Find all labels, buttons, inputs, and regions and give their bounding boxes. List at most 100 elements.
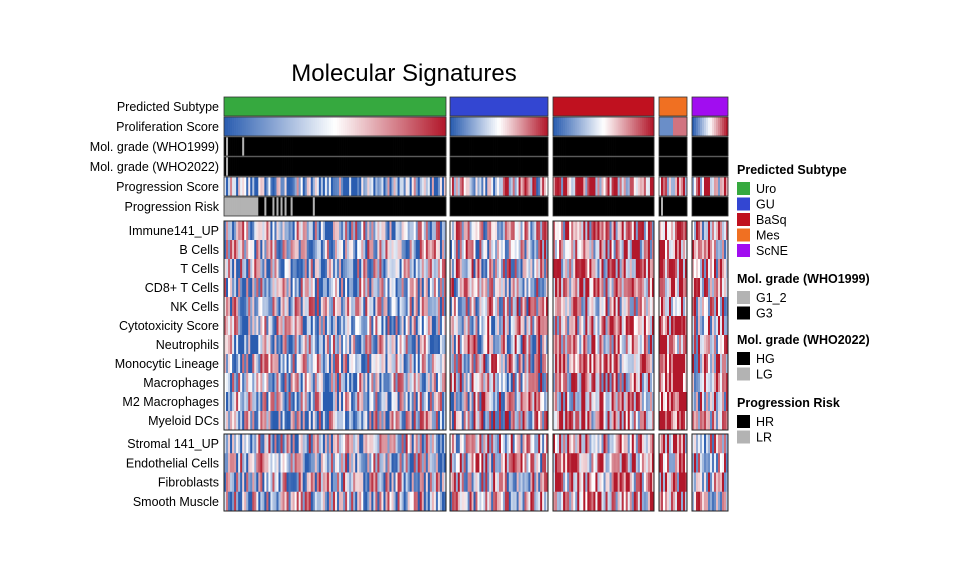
annotation-cell bbox=[316, 157, 320, 176]
heatmap-cell bbox=[405, 297, 409, 317]
annotation-cell bbox=[437, 137, 441, 156]
heatmap-cell bbox=[714, 453, 717, 473]
heatmap-cell bbox=[481, 472, 484, 493]
heatmap-cell bbox=[335, 221, 338, 241]
heatmap-cell bbox=[397, 316, 400, 336]
heatmap-cell bbox=[603, 354, 606, 374]
heatmap-cell bbox=[694, 491, 697, 512]
annotation-cell bbox=[282, 137, 285, 156]
annotation-cell bbox=[508, 117, 512, 136]
heatmap-cell bbox=[661, 221, 664, 241]
annotation-cell bbox=[536, 157, 539, 176]
heatmap-cell bbox=[324, 316, 328, 336]
heatmap-cell bbox=[577, 411, 580, 431]
heatmap-cell bbox=[671, 472, 674, 493]
heatmap-cell bbox=[284, 491, 287, 512]
heatmap-cell bbox=[371, 373, 374, 393]
annotation-cell bbox=[643, 197, 647, 216]
heatmap-cell bbox=[272, 453, 275, 473]
annotation-cell bbox=[469, 177, 472, 196]
annotation-cell bbox=[698, 117, 701, 136]
heatmap-cell bbox=[409, 434, 413, 454]
annotation-cell bbox=[371, 137, 374, 156]
heatmap-cell bbox=[373, 453, 376, 473]
annotation-cell bbox=[431, 137, 435, 156]
heatmap-cell bbox=[357, 316, 360, 336]
heatmap-cell bbox=[306, 491, 310, 512]
heatmap-cell bbox=[361, 316, 364, 336]
annotation-cell bbox=[577, 157, 580, 176]
heatmap-cell bbox=[232, 278, 235, 298]
heatmap-cell bbox=[435, 411, 439, 431]
heatmap-cell bbox=[451, 278, 455, 298]
heatmap-cell bbox=[244, 411, 247, 431]
heatmap-cell bbox=[561, 221, 564, 241]
heatmap-cell bbox=[473, 491, 476, 512]
heatmap-cell bbox=[379, 354, 382, 374]
heatmap-cell bbox=[514, 472, 517, 493]
heatmap-cell bbox=[288, 373, 291, 393]
annotation-cell bbox=[581, 157, 584, 176]
heatmap-cell bbox=[443, 335, 447, 355]
heatmap-cell bbox=[270, 434, 273, 454]
heatmap-cell bbox=[526, 392, 529, 412]
heatmap-cell bbox=[724, 472, 727, 493]
heatmap-cell bbox=[675, 240, 678, 260]
heatmap-cell bbox=[617, 259, 621, 279]
heatmap-cell bbox=[487, 259, 490, 279]
heatmap-cell bbox=[553, 392, 556, 412]
heatmap-cell bbox=[341, 411, 344, 431]
heatmap-cell bbox=[238, 240, 241, 260]
annotation-cell bbox=[314, 157, 318, 176]
annotation-cell bbox=[401, 197, 404, 216]
heatmap-cell bbox=[403, 453, 406, 473]
annotation-cell bbox=[226, 177, 229, 196]
heatmap-cell bbox=[312, 335, 316, 355]
annotation-gradient bbox=[449, 116, 549, 137]
heatmap-cell bbox=[308, 240, 312, 260]
heatmap-cell bbox=[563, 472, 566, 493]
annotation-cell bbox=[597, 137, 600, 156]
heatmap-cell bbox=[692, 491, 695, 512]
heatmap-cell bbox=[506, 472, 510, 493]
heatmap-cell bbox=[417, 392, 421, 412]
heatmap-cell bbox=[724, 335, 727, 355]
annotation-cell bbox=[351, 177, 354, 196]
heatmap-cell bbox=[692, 392, 695, 412]
row-label: Endothelial Cells bbox=[126, 456, 219, 470]
heatmap-cell bbox=[591, 221, 594, 241]
heatmap-cell bbox=[510, 434, 514, 454]
heatmap-cell bbox=[603, 297, 606, 317]
annotation-cell bbox=[282, 177, 285, 196]
annotation-subtype bbox=[223, 96, 447, 117]
heatmap-cell bbox=[569, 373, 572, 393]
heatmap-cell bbox=[290, 278, 293, 298]
annotation-cell bbox=[252, 177, 255, 196]
annotation-cell bbox=[516, 177, 519, 196]
heatmap-cell bbox=[451, 259, 455, 279]
annotation-cell bbox=[557, 197, 560, 216]
heatmap-cell bbox=[595, 278, 598, 298]
heatmap-cell bbox=[493, 411, 496, 431]
annotation-cell bbox=[349, 177, 352, 196]
annotation-cell bbox=[389, 157, 392, 176]
annotation-cell bbox=[316, 197, 320, 216]
heatmap-cell bbox=[240, 411, 243, 431]
annotation-cell bbox=[363, 177, 366, 196]
heatmap-cell bbox=[514, 434, 517, 454]
heatmap-cell bbox=[615, 335, 618, 355]
heatmap-cell bbox=[567, 278, 570, 298]
annotation-cell bbox=[425, 157, 429, 176]
heatmap-cell bbox=[526, 453, 529, 473]
annotation-cell bbox=[516, 157, 519, 176]
legend-label: ScNE bbox=[756, 244, 788, 258]
heatmap-cell bbox=[278, 335, 281, 355]
heatmap-cell bbox=[641, 434, 645, 454]
heatmap-cell bbox=[427, 316, 431, 336]
annotation-cell bbox=[304, 137, 308, 156]
heatmap-cell bbox=[553, 453, 556, 473]
annotation-cell bbox=[387, 117, 390, 136]
heatmap-cell bbox=[675, 354, 678, 374]
heatmap-cell bbox=[286, 434, 289, 454]
annotation-cell bbox=[487, 157, 490, 176]
